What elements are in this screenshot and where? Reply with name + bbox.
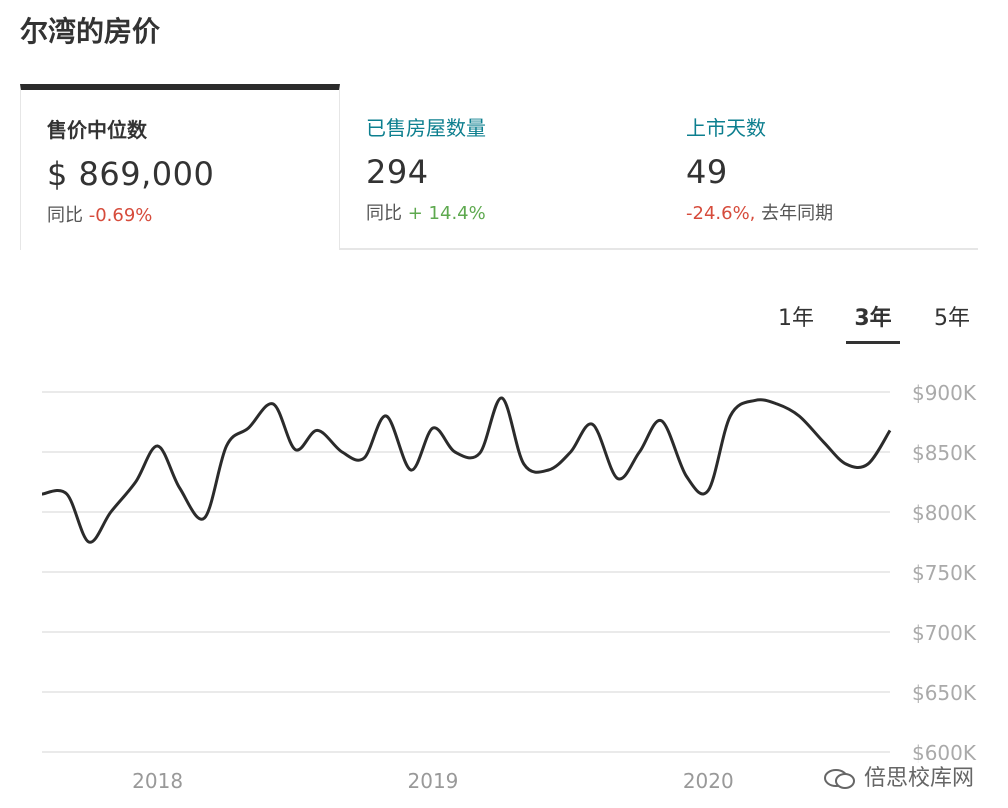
tab-days-on-market[interactable]: 上市天数 49 -24.6%, 去年同期 [660, 84, 978, 250]
price-series-line [41, 396, 892, 544]
y-tick-label: $650K [912, 681, 977, 705]
days-on-market-value: 49 [686, 153, 728, 191]
y-tick-label: $900K [912, 381, 977, 405]
tab-homes-sold[interactable]: 已售房屋数量 294 同比 + 14.4% [340, 84, 660, 250]
y-tick-label: $700K [912, 621, 977, 645]
x-tick-label: 2018 [132, 769, 183, 793]
days-on-market-label: 上市天数 [686, 116, 766, 140]
yoy-label: 同比 [366, 203, 402, 224]
y-tick-label: $800K [912, 501, 977, 525]
tab-median-price[interactable]: 售价中位数 $ 869,000 同比 -0.69% [20, 84, 340, 250]
range-5y-tab[interactable]: 5年 [934, 306, 970, 331]
stats-tabs: 售价中位数 $ 869,000 同比 -0.69% 已售房屋数量 294 同比 … [20, 84, 978, 252]
homes-sold-label: 已售房屋数量 [366, 116, 486, 140]
days-on-market-change: -24.6%, 去年同期 [686, 199, 952, 225]
range-1y-tab[interactable]: 1年 [778, 306, 814, 331]
watermark: 倍思校库网 [818, 760, 978, 792]
last-year-label: 去年同期 [761, 203, 834, 224]
x-tick-label: 2019 [408, 769, 459, 793]
y-tick-label: $850K [912, 441, 977, 465]
homes-sold-change: 同比 + 14.4% [366, 199, 634, 225]
watermark-text: 倍思校库网 [863, 766, 974, 791]
change-value: -0.69% [88, 205, 153, 226]
median-price-value: $ 869,000 [47, 155, 215, 193]
range-3y-tab[interactable]: 3年 [846, 300, 900, 344]
homes-sold-value: 294 [366, 153, 429, 191]
yoy-label: 同比 [47, 205, 83, 226]
page-title: 尔湾的房价 [20, 15, 161, 48]
median-price-change: 同比 -0.69% [47, 201, 313, 227]
wechat-icon [823, 769, 855, 789]
y-tick-label: $750K [912, 561, 977, 585]
x-tick-label: 2020 [683, 769, 734, 793]
median-price-label: 售价中位数 [47, 118, 147, 142]
change-value: -24.6%, [686, 203, 756, 224]
change-value: + 14.4% [407, 203, 486, 224]
